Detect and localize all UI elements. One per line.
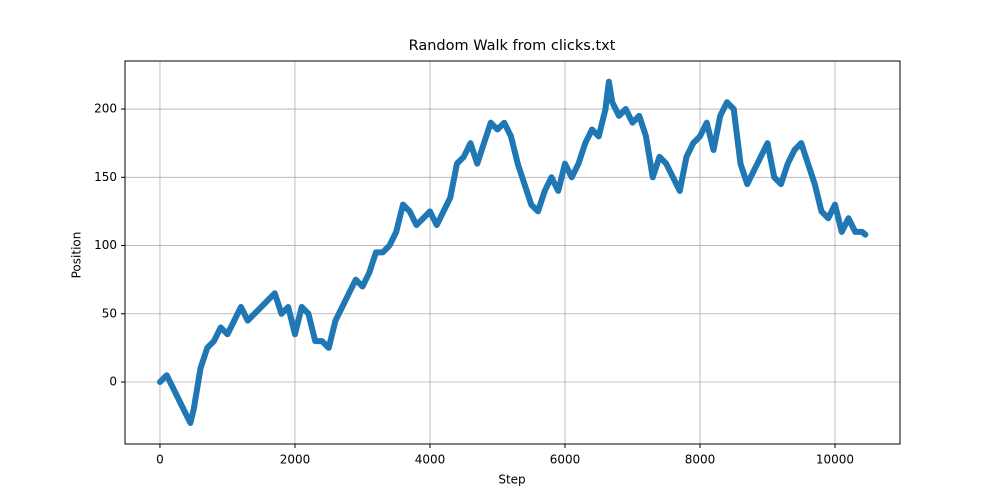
series-line [156,78,869,426]
chart-title: Random Walk from clicks.txt [409,38,616,54]
x-tick-label: 6000 [550,453,581,467]
y-tick-label: 150 [94,170,117,184]
x-tick-label: 10000 [816,453,854,467]
x-tick-label: 4000 [415,453,446,467]
x-tick-label: 8000 [685,453,716,467]
x-axis-label: Step [498,473,525,487]
y-tick-label: 100 [94,238,117,252]
y-tick-label: 50 [102,306,117,320]
x-tick-label: 2000 [280,453,311,467]
plot-frame [124,60,901,445]
y-tick-label: 200 [94,102,117,116]
y-tick-label: 0 [109,375,117,389]
x-tick-label: 0 [156,453,164,467]
y-axis-label: Position [70,232,84,279]
